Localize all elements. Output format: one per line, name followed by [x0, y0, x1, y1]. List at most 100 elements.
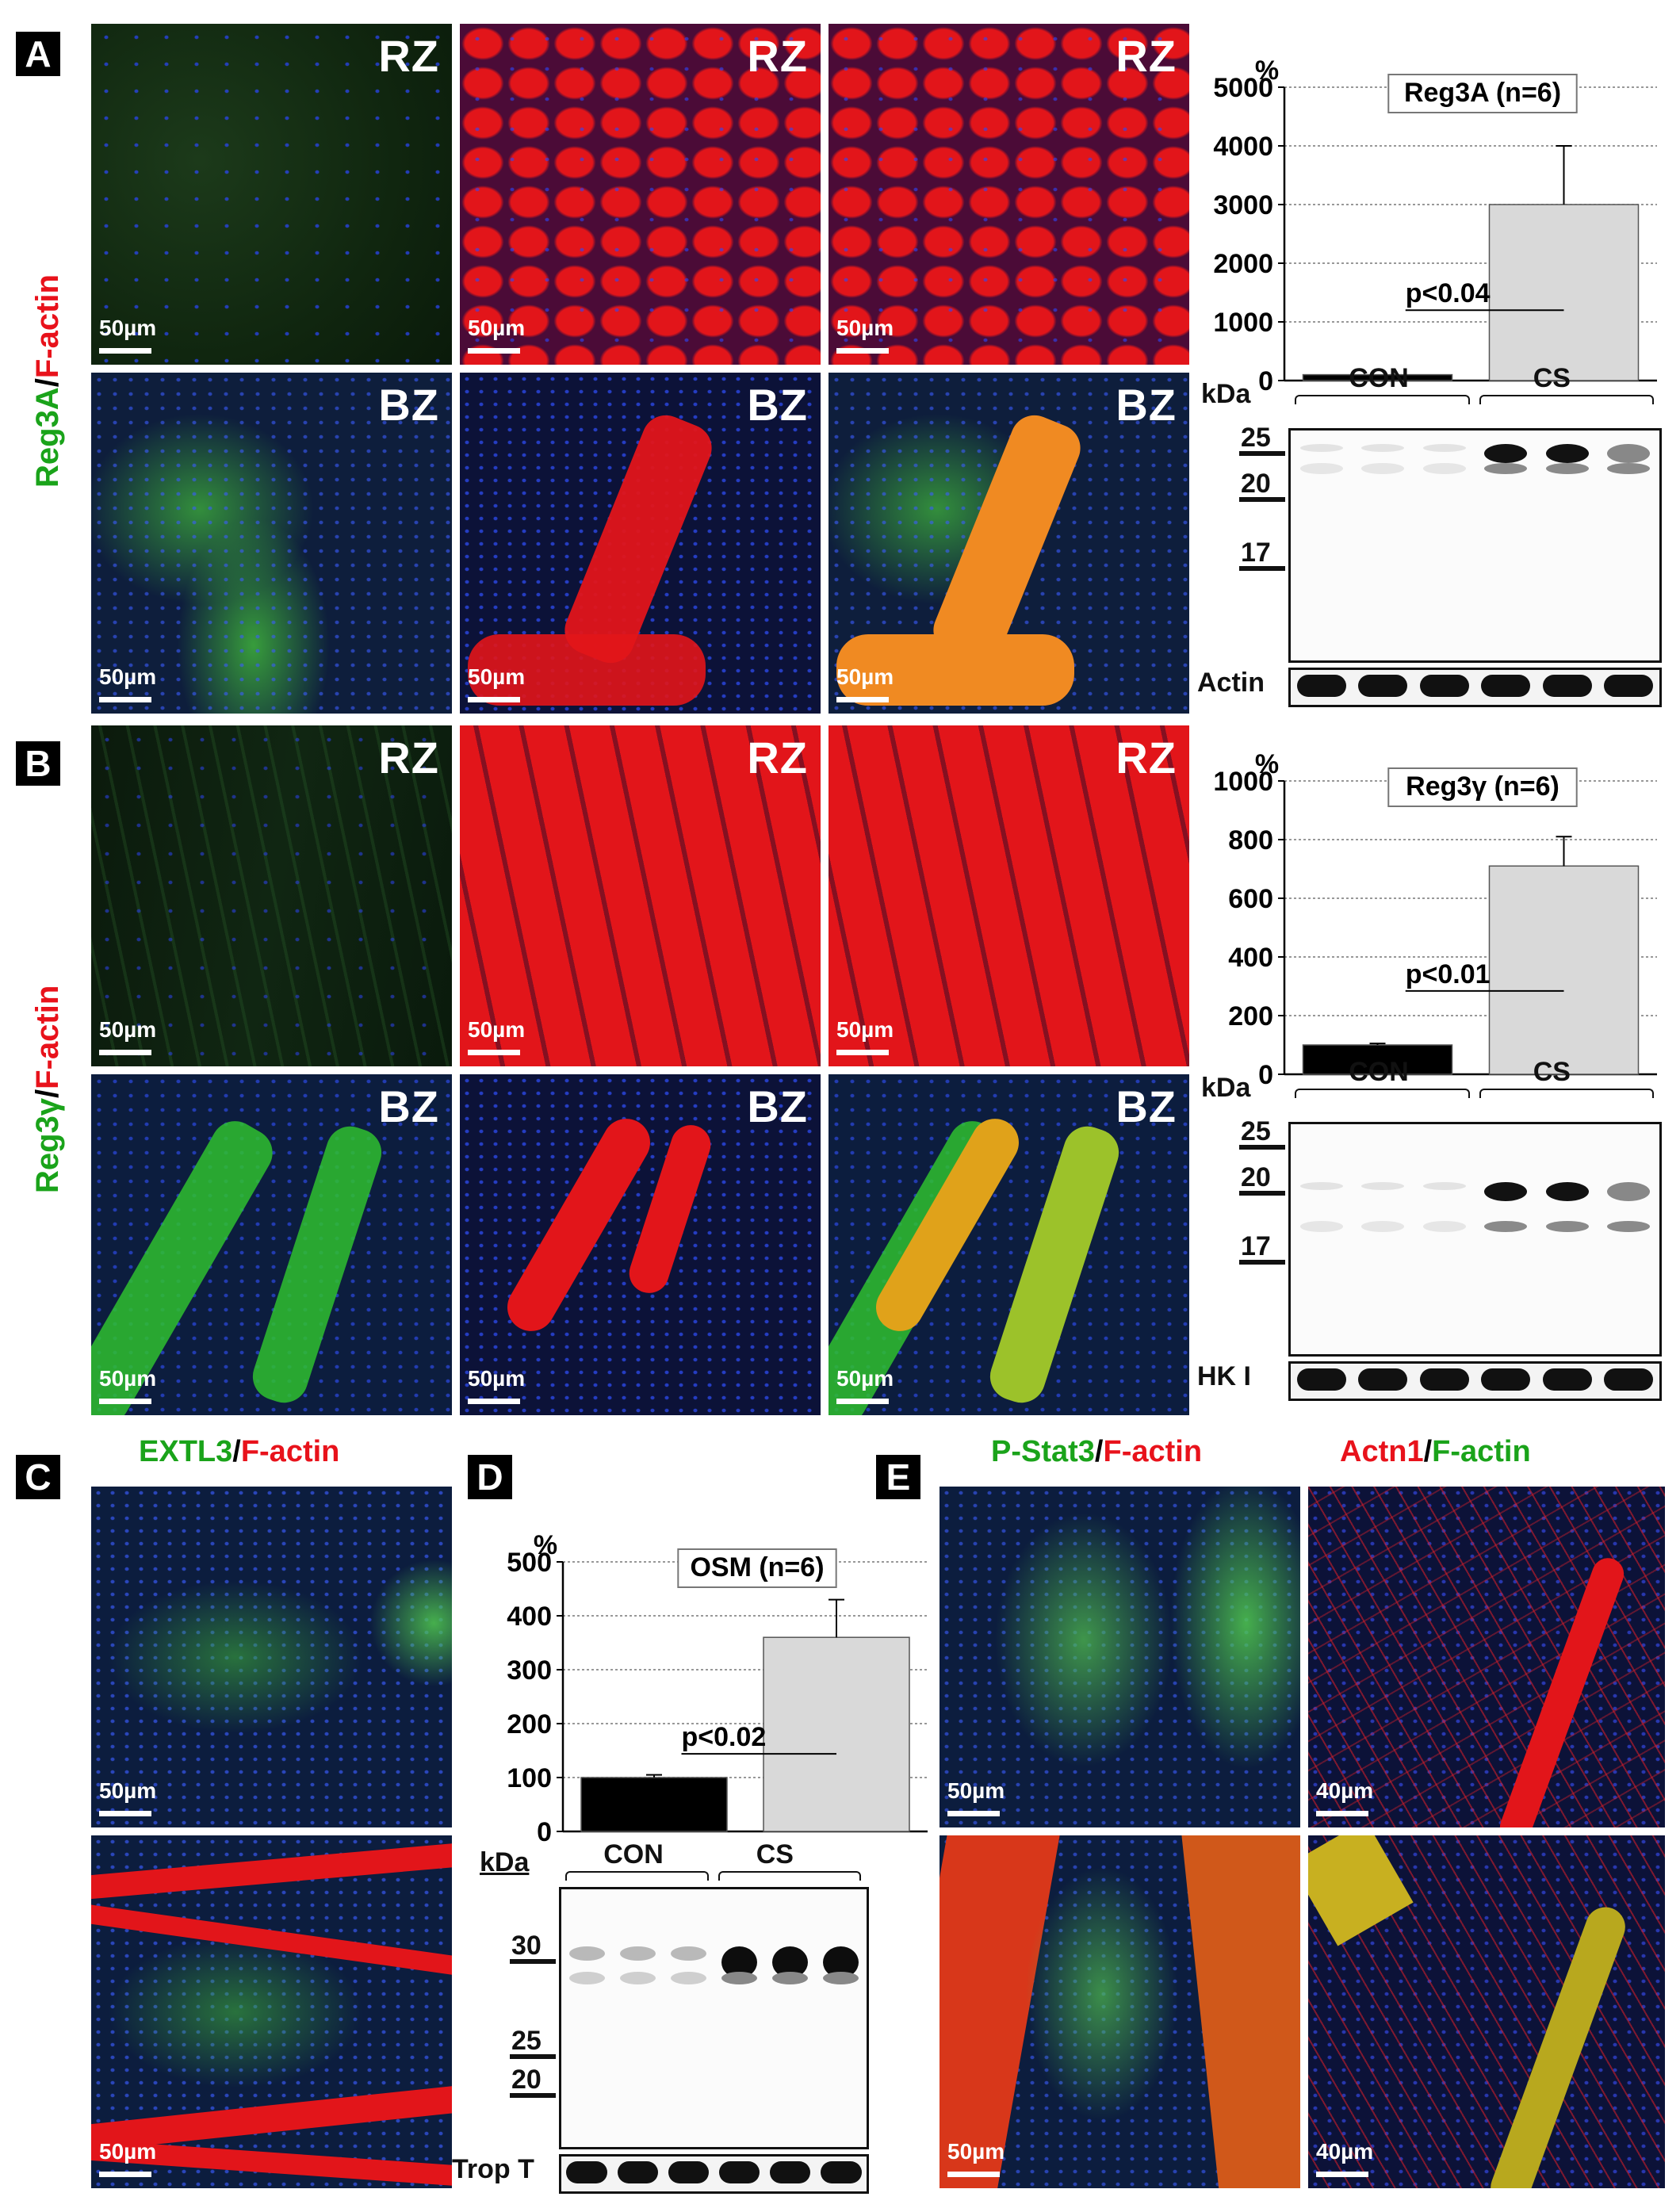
- scale-bar-label: 50µm: [836, 664, 894, 689]
- group-bracket: [1295, 395, 1470, 404]
- scale-bar: [468, 348, 520, 354]
- scale-bar-label: 50µm: [836, 1017, 894, 1042]
- band: [1545, 462, 1589, 474]
- row-label-a: Reg3A/F-actin: [30, 274, 65, 488]
- micrograph-a-bz-red: BZ 50µm: [460, 373, 821, 714]
- loading-control-strip: [1288, 668, 1662, 707]
- y-tick-label: 600: [1228, 884, 1273, 914]
- chart-title: Reg3γ (n=6): [1406, 771, 1559, 802]
- micrograph-c-bottom: 50µm: [91, 1835, 452, 2188]
- band: [1361, 1220, 1405, 1232]
- scale-bar: [947, 2172, 1000, 2177]
- micrograph-e-pstat3-top: 50µm: [939, 1487, 1300, 1827]
- zone-label: BZ: [747, 380, 808, 430]
- y-tick-label: 200: [1228, 1001, 1273, 1031]
- band: [1299, 462, 1343, 474]
- scale-bar-label: 50µm: [468, 664, 526, 689]
- group-bracket: [1295, 1089, 1470, 1098]
- scale-bar: [468, 1050, 520, 1055]
- band: [1545, 1220, 1589, 1232]
- y-tick-label: 1000: [1213, 767, 1273, 797]
- y-axis-label: %: [1255, 749, 1279, 779]
- y-tick-label: 100: [507, 1763, 552, 1793]
- p-value-label: p<0.02: [682, 1722, 767, 1752]
- p-value-label: p<0.01: [1406, 959, 1491, 989]
- scale-bar: [468, 697, 520, 702]
- band: [1545, 1181, 1589, 1201]
- band: [1484, 1220, 1528, 1232]
- marker-line: [1239, 451, 1285, 456]
- scale-bar-label: 50µm: [99, 664, 157, 689]
- loading-band: [1296, 1368, 1346, 1391]
- y-tick-label: 3000: [1213, 190, 1273, 220]
- marker-20: 20: [1241, 1162, 1271, 1192]
- kda-label: kDa: [1201, 1073, 1251, 1103]
- band: [1422, 1220, 1466, 1232]
- scale-bar: [99, 348, 151, 354]
- band: [1484, 1181, 1528, 1201]
- blot-a: kDa CON CS 25 20 17 Actin: [1197, 363, 1665, 707]
- loading-band: [1481, 1368, 1531, 1391]
- bar-cs: [763, 1636, 910, 1832]
- panel-letter-e: E: [876, 1455, 920, 1499]
- y-tick-label: 400: [1228, 943, 1273, 973]
- band: [568, 1972, 605, 1984]
- band: [1607, 1220, 1651, 1232]
- loading-band: [1604, 1368, 1654, 1391]
- y-tick-label: 200: [507, 1709, 552, 1739]
- micrograph-e-actn1-top: 40µm: [1308, 1487, 1665, 1827]
- loading-band: [1358, 1368, 1408, 1391]
- band: [721, 1972, 758, 1984]
- zone-label: RZ: [1116, 733, 1177, 783]
- blot-membrane: [1288, 1122, 1662, 1357]
- group-bracket: [565, 1871, 709, 1881]
- band: [568, 1946, 605, 1961]
- scale-bar: [99, 1050, 151, 1055]
- scale-bar: [836, 348, 889, 354]
- panel-e-title-right: Actn1/F-actin: [1340, 1435, 1531, 1468]
- scale-bar: [1316, 2172, 1368, 2177]
- marker-line: [1239, 566, 1285, 571]
- marker-25: 25: [511, 2026, 542, 2057]
- scale-bar-label: 40µm: [1316, 2139, 1374, 2164]
- y-tick-label: 2000: [1213, 249, 1273, 279]
- panel-letter-b: B: [16, 741, 60, 786]
- band: [1545, 444, 1589, 464]
- zone-label: RZ: [1116, 31, 1177, 81]
- y-axis-label: %: [534, 1530, 557, 1560]
- marker-17: 17: [1241, 1231, 1271, 1261]
- loading-band: [1542, 675, 1592, 697]
- scale-bar: [947, 1811, 1000, 1816]
- band: [1299, 444, 1343, 453]
- loading-band: [1604, 675, 1654, 697]
- y-tick-label: 300: [507, 1655, 552, 1686]
- chart-title-box: [677, 1548, 837, 1588]
- scale-bar-label: 50µm: [468, 1017, 526, 1042]
- loading-band: [1542, 1368, 1592, 1391]
- micrograph-b-rz-green: RZ 50µm: [91, 725, 452, 1066]
- loading-band: [1296, 675, 1346, 697]
- marker-line: [1239, 497, 1285, 502]
- panel-letter-d: D: [468, 1455, 512, 1499]
- scale-bar-label: 50µm: [836, 1366, 894, 1391]
- blot-b: kDa CON CS 25 20 17 HK I: [1197, 1057, 1665, 1401]
- scale-bar-label: 50µm: [99, 2139, 157, 2164]
- zone-label: RZ: [747, 31, 808, 81]
- y-tick-label: 800: [1228, 825, 1273, 855]
- bar-chart-reg3g: % 0 200 400 600 800 1000 Reg3γ (n=6) p<0.01: [1213, 749, 1657, 1090]
- scale-bar: [99, 697, 151, 702]
- band: [1607, 462, 1651, 474]
- kda-label: kDa: [480, 1847, 530, 1877]
- band: [1422, 444, 1466, 453]
- chart-title-box: [1387, 74, 1578, 113]
- loading-band: [1419, 1368, 1469, 1391]
- scale-bar: [836, 1050, 889, 1055]
- group-bracket: [718, 1871, 861, 1881]
- blot-d: kDa CON CS 30 25 20 Trop T: [452, 1839, 943, 2204]
- loading-control-label: Trop T: [452, 2154, 534, 2184]
- marker-25: 25: [1241, 423, 1271, 453]
- scale-bar: [1316, 1811, 1368, 1816]
- marker-17: 17: [1241, 538, 1271, 568]
- loading-control-strip: [1288, 1361, 1662, 1401]
- micrograph-a-rz-red: RZ 50µm: [460, 24, 821, 365]
